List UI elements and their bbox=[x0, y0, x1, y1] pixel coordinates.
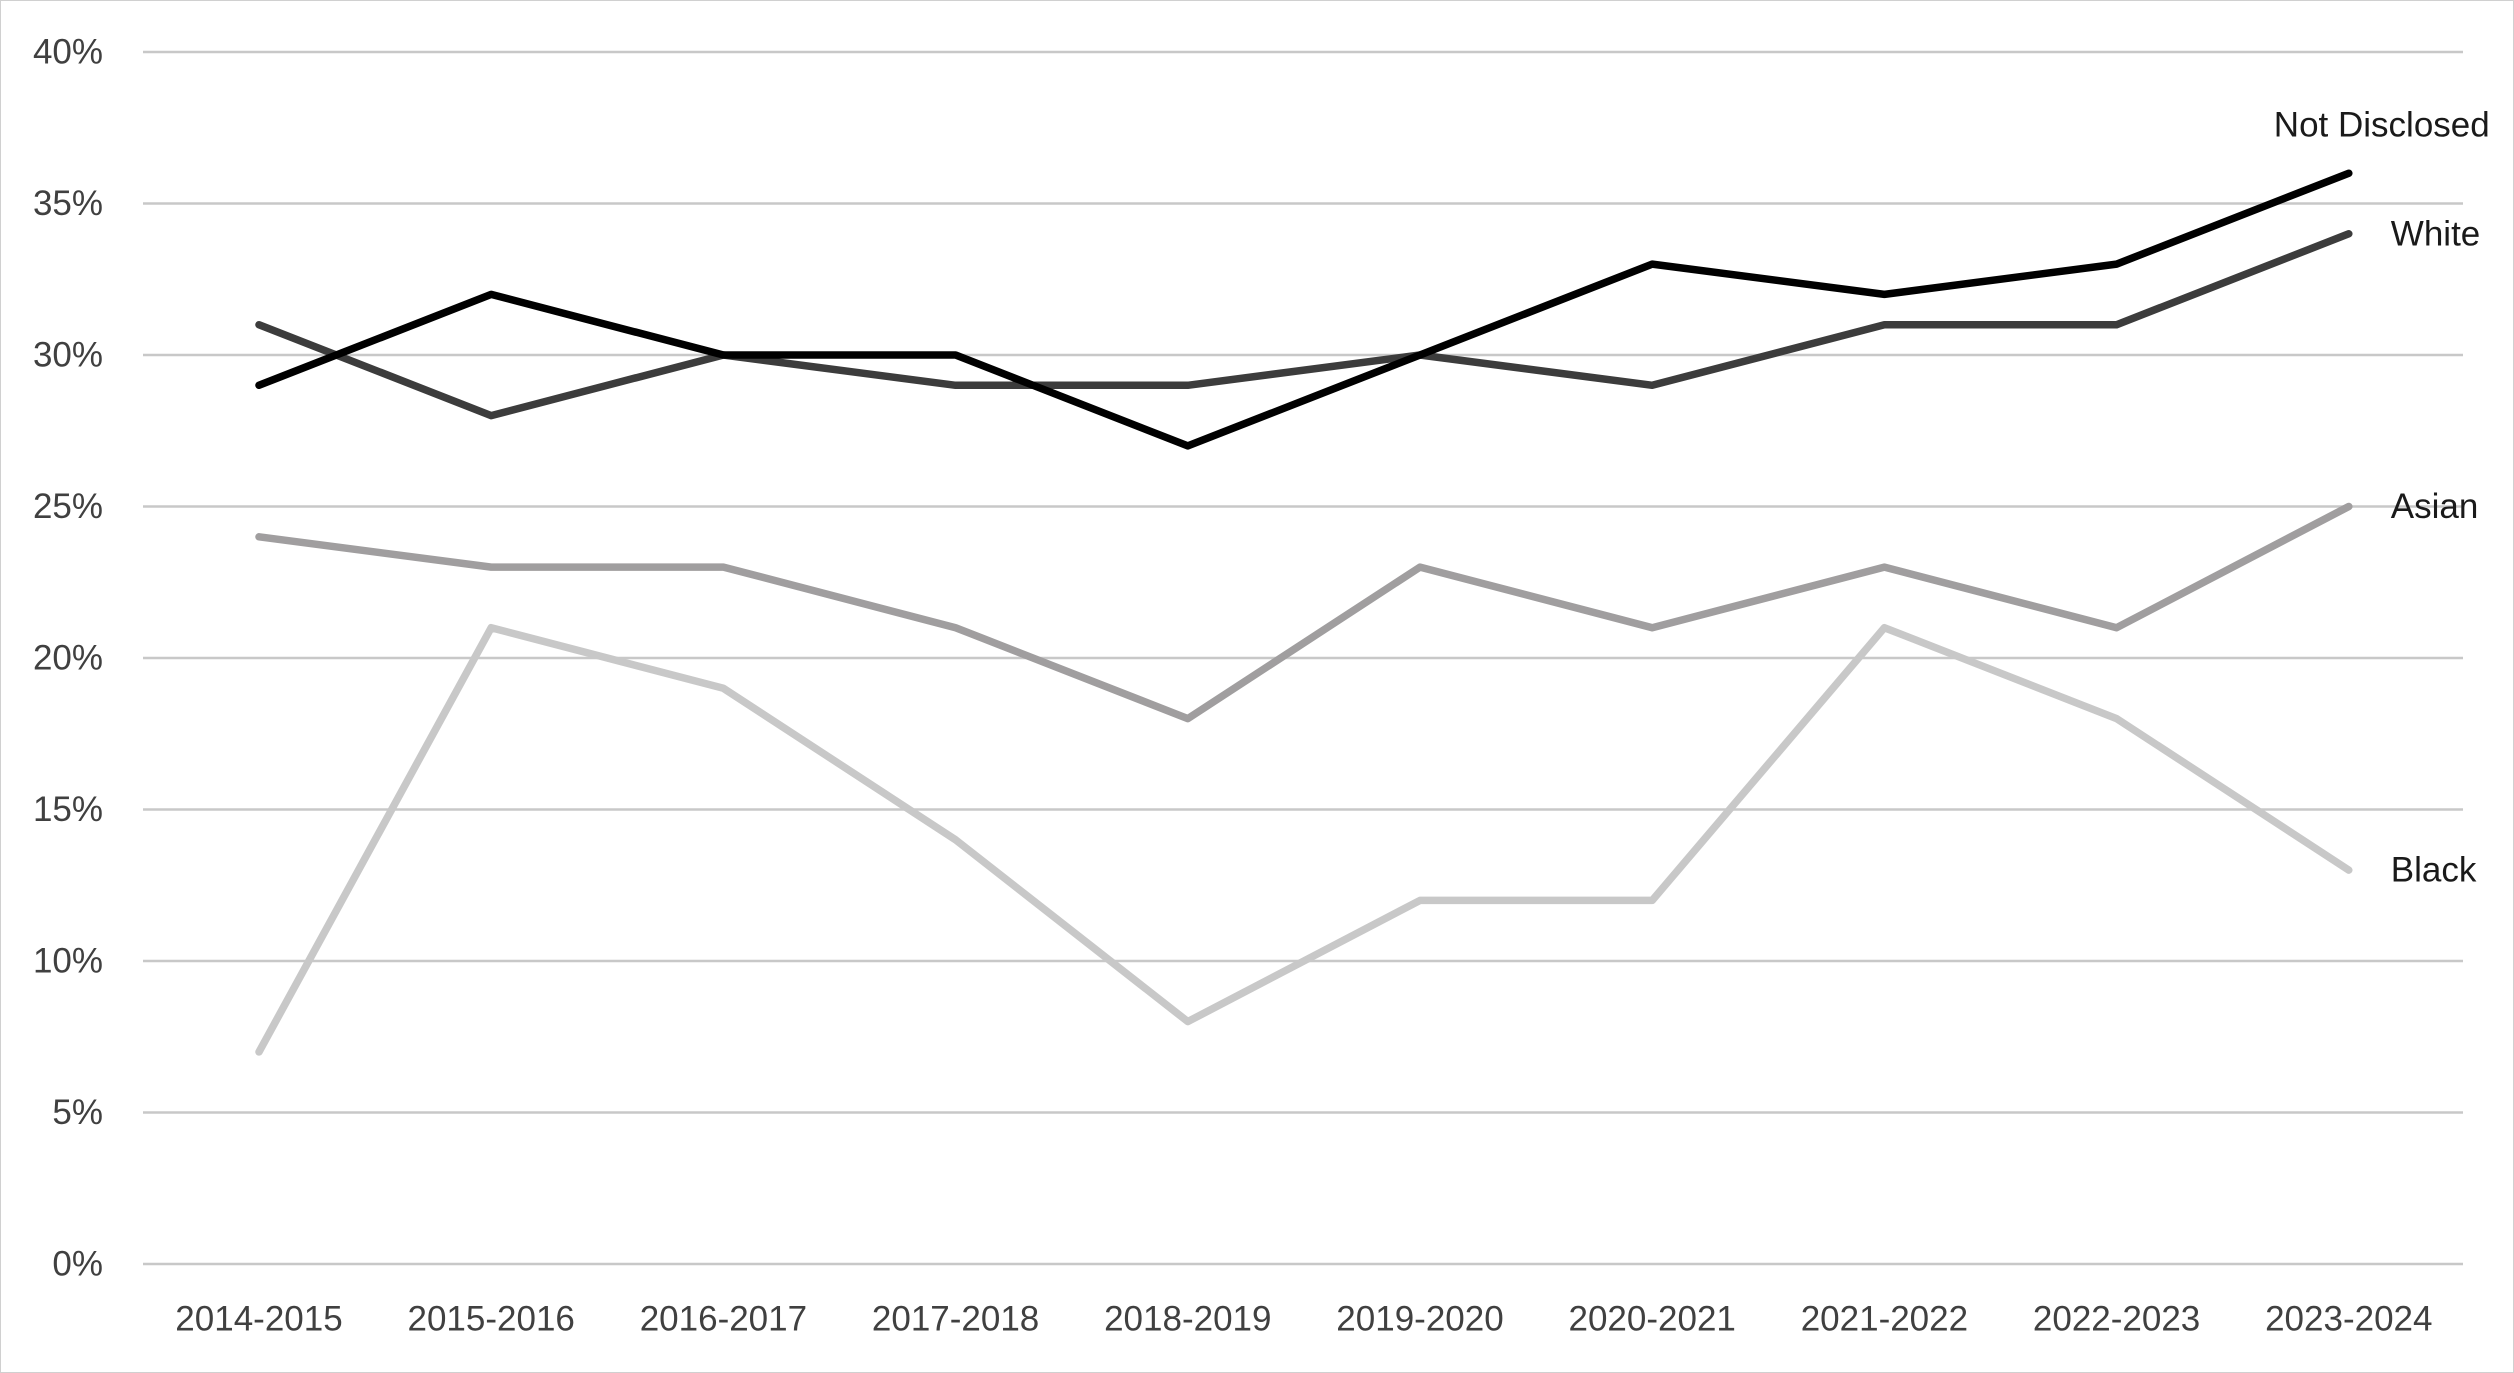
y-axis-tick-labels: 0% 5% 10% 15% 20% 25% 30% 35% 40% bbox=[33, 33, 103, 1284]
y-tick-label-30: 30% bbox=[33, 336, 103, 375]
x-tick-label-2014-2015: 2014-2015 bbox=[175, 1300, 342, 1339]
x-tick-label-2022-2023: 2022-2023 bbox=[2033, 1300, 2200, 1339]
y-tick-label-10: 10% bbox=[33, 942, 103, 981]
y-tick-label-40: 40% bbox=[33, 33, 103, 72]
x-tick-label-2017-2018: 2017-2018 bbox=[872, 1300, 1039, 1339]
x-tick-label-2018-2019: 2018-2019 bbox=[1104, 1300, 1271, 1339]
x-tick-label-2023-2024: 2023-2024 bbox=[2265, 1300, 2432, 1339]
series-label-not-disclosed: Not Disclosed bbox=[2274, 106, 2490, 145]
x-tick-label-2020-2021: 2020-2021 bbox=[1569, 1300, 1736, 1339]
x-tick-label-2016-2017: 2016-2017 bbox=[640, 1300, 807, 1339]
x-tick-label-2015-2016: 2015-2016 bbox=[408, 1300, 575, 1339]
y-tick-label-15: 15% bbox=[33, 790, 103, 829]
series-line-asian bbox=[255, 502, 2353, 723]
series-label-asian: Asian bbox=[2391, 487, 2479, 526]
y-tick-label-35: 35% bbox=[33, 184, 103, 223]
series-lines bbox=[255, 169, 2353, 1056]
series-label-black: Black bbox=[2391, 851, 2477, 890]
x-axis-tick-labels: 2014-2015 2015-2016 2016-2017 2017-2018 2018… bbox=[175, 1300, 2432, 1339]
y-tick-label-0: 0% bbox=[52, 1245, 103, 1284]
gridlines bbox=[143, 50, 2463, 1266]
y-tick-label-25: 25% bbox=[33, 487, 103, 526]
y-tick-label-20: 20% bbox=[33, 639, 103, 678]
x-tick-label-2021-2022: 2021-2022 bbox=[1801, 1300, 1968, 1339]
x-tick-label-2019-2020: 2019-2020 bbox=[1336, 1300, 1503, 1339]
series-labels: Black Asian White Not Disclosed bbox=[2274, 106, 2490, 890]
series-label-white: White bbox=[2391, 214, 2480, 253]
series-line-not-disclosed bbox=[255, 169, 2353, 450]
y-tick-label-5: 5% bbox=[52, 1093, 103, 1132]
series-line-black bbox=[255, 623, 2353, 1056]
series-line-white bbox=[255, 230, 2353, 420]
